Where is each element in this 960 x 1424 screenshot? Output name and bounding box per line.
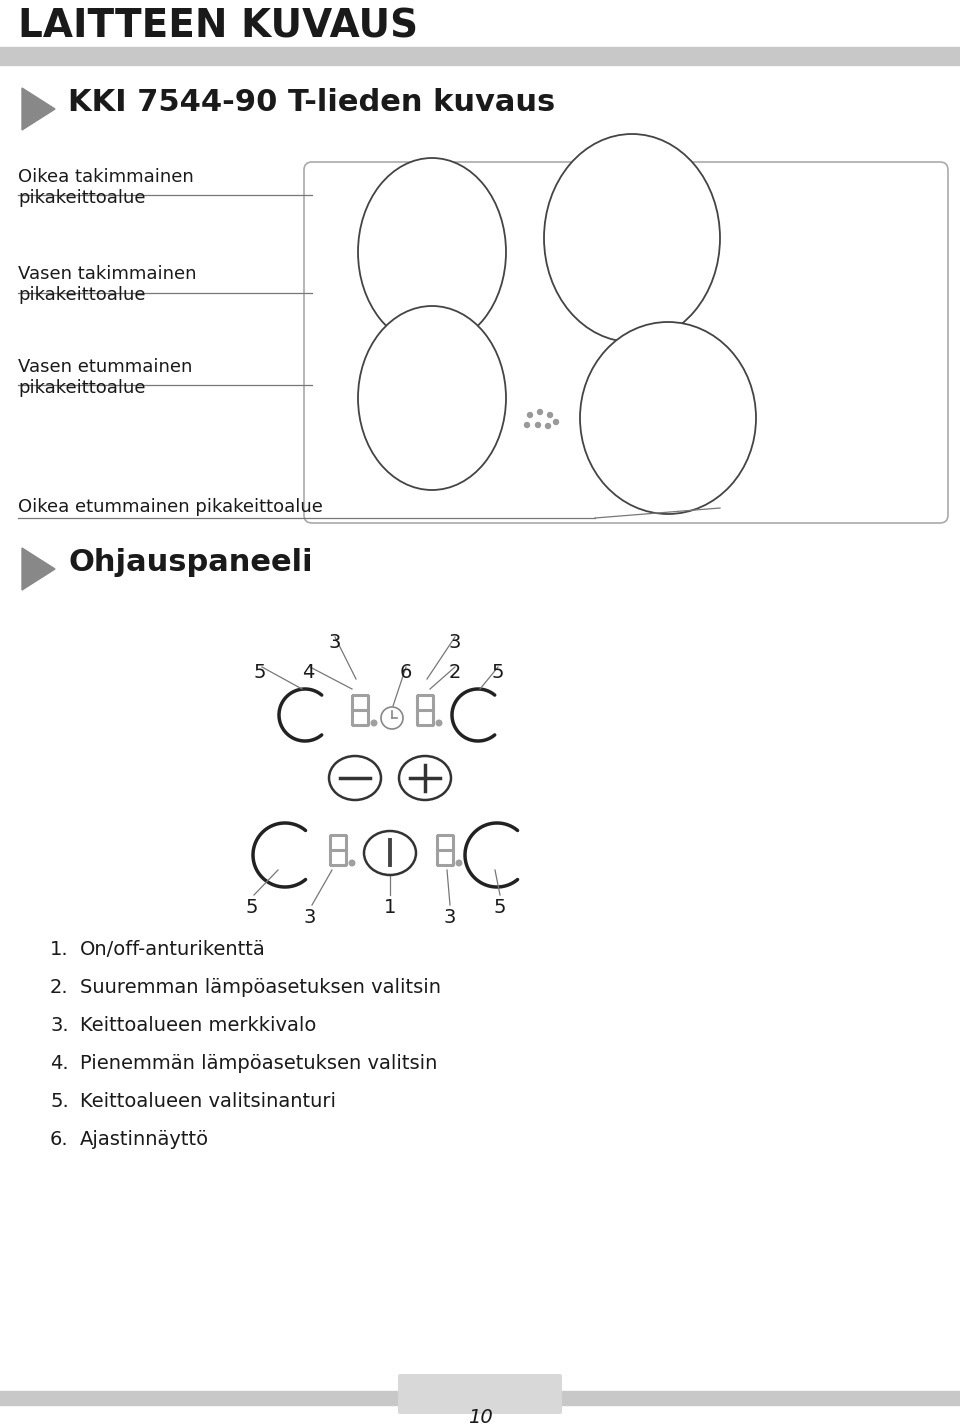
Text: 6.: 6. [50,1131,68,1149]
Text: 1.: 1. [50,940,68,958]
Circle shape [554,420,559,424]
Text: Oikea takimmainen
pikakeittoalue: Oikea takimmainen pikakeittoalue [18,168,194,206]
Text: Pienemmän lämpöasetuksen valitsin: Pienemmän lämpöasetuksen valitsin [80,1054,438,1074]
Text: Keittoalueen merkkivalo: Keittoalueen merkkivalo [80,1015,317,1035]
Circle shape [527,413,533,417]
Ellipse shape [544,134,720,342]
Text: 3.: 3. [50,1015,68,1035]
Text: 6: 6 [399,664,412,682]
Circle shape [547,413,553,417]
Text: 5: 5 [493,899,506,917]
Circle shape [538,410,542,414]
Circle shape [349,860,355,866]
Ellipse shape [399,756,451,800]
Circle shape [456,860,462,866]
Text: Vasen etummainen
pikakeittoalue: Vasen etummainen pikakeittoalue [18,357,192,397]
Text: Suuremman lämpöasetuksen valitsin: Suuremman lämpöasetuksen valitsin [80,978,441,997]
Ellipse shape [580,322,756,514]
Circle shape [536,423,540,427]
Text: 5: 5 [492,664,504,682]
Text: Ajastinnäyttö: Ajastinnäyttö [80,1131,209,1149]
Text: 5: 5 [246,899,258,917]
Text: On/off-anturikenttä: On/off-anturikenttä [80,940,266,958]
Text: Vasen takimmainen
pikakeittoalue: Vasen takimmainen pikakeittoalue [18,265,197,303]
Circle shape [524,423,530,427]
Text: 5: 5 [253,664,266,682]
Text: 10: 10 [468,1408,492,1424]
Text: 3: 3 [303,909,316,927]
Polygon shape [22,548,55,590]
Text: Ohjauspaneeli: Ohjauspaneeli [68,548,313,577]
Ellipse shape [329,756,381,800]
FancyBboxPatch shape [304,162,948,523]
Circle shape [545,423,550,429]
Text: 2.: 2. [50,978,68,997]
Circle shape [372,721,376,726]
Text: 2: 2 [449,664,461,682]
Text: 3: 3 [449,634,461,652]
Circle shape [381,706,403,729]
Circle shape [436,721,442,726]
Text: KKI 7544-90 T-lieden kuvaus: KKI 7544-90 T-lieden kuvaus [68,88,555,117]
Ellipse shape [358,306,506,490]
Bar [0,47,960,66]
Polygon shape [22,88,55,130]
Text: 4: 4 [301,664,314,682]
Ellipse shape [358,158,506,346]
Text: Oikea etummainen pikakeittoalue: Oikea etummainen pikakeittoalue [18,498,323,515]
Text: 3: 3 [444,909,456,927]
Text: LAITTEEN KUVAUS: LAITTEEN KUVAUS [18,9,419,46]
FancyBboxPatch shape [398,1374,562,1414]
Ellipse shape [364,832,416,874]
Text: 1: 1 [384,899,396,917]
Text: 3: 3 [329,634,341,652]
Text: Keittoalueen valitsinanturi: Keittoalueen valitsinanturi [80,1092,336,1111]
Text: 4.: 4. [50,1054,68,1074]
Text: 5.: 5. [50,1092,69,1111]
Bar [0,1391,960,1405]
